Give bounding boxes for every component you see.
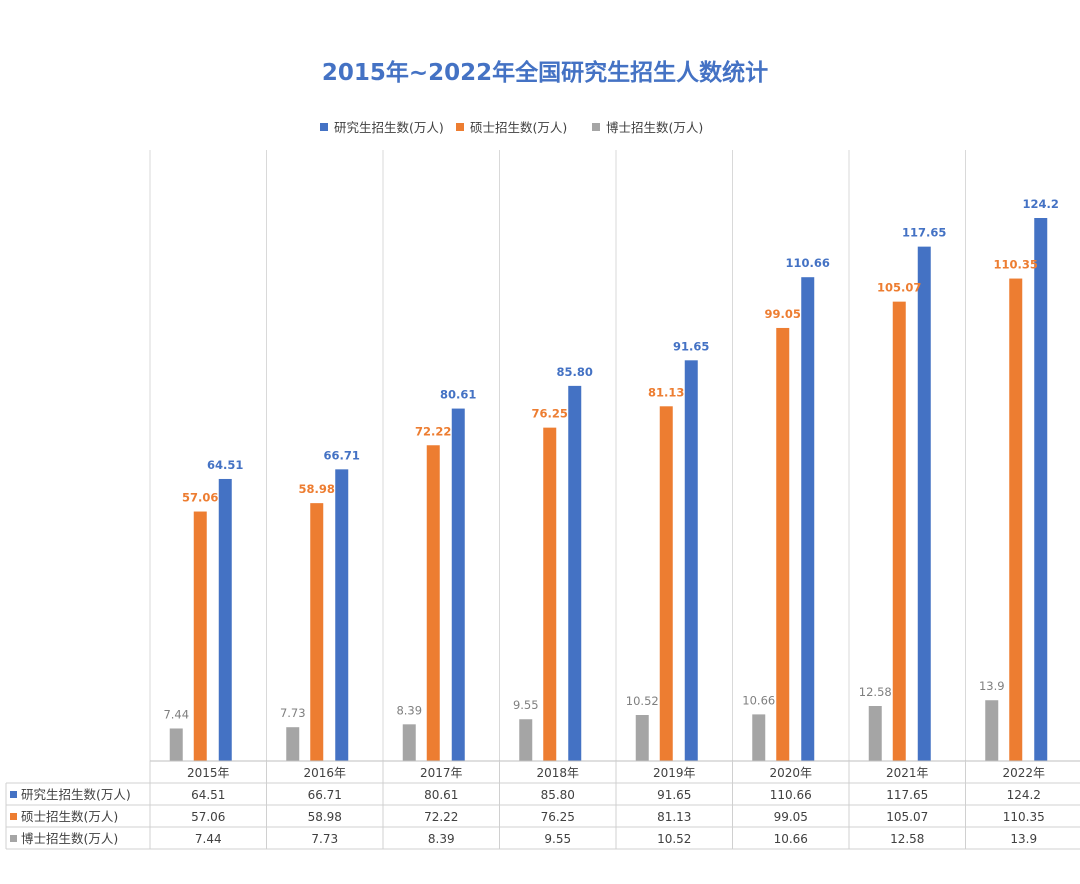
table-cell-0-1: 7.73 bbox=[311, 832, 338, 846]
table-cell-0-6: 12.58 bbox=[890, 832, 924, 846]
legend: 研究生招生数(万人) 硕士招生数(万人) 博士招生数(万人) bbox=[320, 120, 703, 135]
category-label-1: 2016年 bbox=[303, 766, 346, 780]
table-cell-2-5: 110.66 bbox=[770, 788, 812, 802]
data-label-0-2: 8.39 bbox=[396, 703, 422, 717]
bar-1-5 bbox=[776, 327, 790, 761]
table-cell-0-2: 8.39 bbox=[428, 832, 455, 846]
bar-2-4 bbox=[684, 360, 698, 761]
table-cell-1-6: 105.07 bbox=[886, 810, 928, 824]
bar-1-3 bbox=[543, 427, 557, 761]
bar-0-2 bbox=[402, 724, 416, 761]
table-cell-0-0: 7.44 bbox=[195, 832, 222, 846]
data-label-0-4: 10.52 bbox=[626, 694, 659, 708]
category-label-6: 2021年 bbox=[886, 766, 929, 780]
bar-1-2 bbox=[426, 445, 440, 761]
data-label-1-0: 57.06 bbox=[182, 491, 218, 505]
category-label-5: 2020年 bbox=[769, 766, 812, 780]
data-label-0-0: 7.44 bbox=[163, 707, 189, 721]
table-cell-1-5: 99.05 bbox=[774, 810, 808, 824]
category-gridlines bbox=[149, 150, 966, 761]
table-swatch-2 bbox=[10, 791, 17, 798]
bar-2-6 bbox=[917, 246, 931, 761]
data-label-0-1: 7.73 bbox=[280, 706, 306, 720]
data-labels: 7.44 7.73 8.39 9.55 10.52 10.66 12.58 13.9 57.06… bbox=[163, 197, 1059, 721]
bar-0-1 bbox=[286, 727, 300, 761]
bar-2-5 bbox=[801, 277, 815, 761]
table-cell-2-2: 80.61 bbox=[424, 788, 458, 802]
table-cell-0-5: 10.66 bbox=[774, 832, 808, 846]
table-cell-1-2: 72.22 bbox=[424, 810, 458, 824]
bar-1-1 bbox=[310, 503, 324, 761]
table-cell-1-0: 57.06 bbox=[191, 810, 225, 824]
data-label-1-6: 105.07 bbox=[877, 281, 921, 295]
data-label-0-3: 9.55 bbox=[513, 698, 539, 712]
bar-1-0 bbox=[193, 511, 207, 761]
data-label-1-7: 110.35 bbox=[994, 258, 1038, 272]
bar-2-0 bbox=[218, 478, 232, 761]
data-label-2-3: 85.80 bbox=[557, 365, 593, 379]
legend-label-1: 硕士招生数(万人) bbox=[470, 120, 567, 135]
bar-1-6 bbox=[892, 301, 906, 761]
data-label-0-6: 12.58 bbox=[859, 685, 892, 699]
bar-2-7 bbox=[1034, 218, 1048, 761]
table-swatch-0 bbox=[10, 835, 17, 842]
data-label-1-2: 72.22 bbox=[415, 424, 451, 438]
table-cell-1-3: 76.25 bbox=[541, 810, 575, 824]
legend-swatch-0 bbox=[592, 123, 600, 131]
bar-2-3 bbox=[568, 385, 582, 761]
data-label-0-5: 10.66 bbox=[742, 693, 775, 707]
bar-0-6 bbox=[868, 706, 882, 761]
table-swatch-1 bbox=[10, 813, 17, 820]
table-row-label-1: 硕士招生数(万人) bbox=[21, 809, 118, 824]
chart-title: 2015年~2022年全国研究生招生人数统计 bbox=[322, 59, 768, 86]
table-cell-2-6: 117.65 bbox=[886, 788, 928, 802]
table-cell-2-1: 66.71 bbox=[308, 788, 342, 802]
data-label-1-4: 81.13 bbox=[648, 385, 684, 399]
bar-2-1 bbox=[335, 469, 349, 761]
data-label-2-2: 80.61 bbox=[440, 388, 476, 402]
table-cell-2-3: 85.80 bbox=[541, 788, 575, 802]
bar-2-2 bbox=[451, 408, 465, 761]
table-cell-1-1: 58.98 bbox=[308, 810, 342, 824]
data-label-2-5: 110.66 bbox=[786, 256, 830, 270]
data-label-1-5: 99.05 bbox=[765, 307, 801, 321]
table-cell-2-4: 91.65 bbox=[657, 788, 691, 802]
table-cell-0-4: 10.52 bbox=[657, 832, 691, 846]
data-label-2-0: 64.51 bbox=[207, 458, 243, 472]
data-label-2-6: 117.65 bbox=[902, 226, 946, 240]
data-label-2-4: 91.65 bbox=[673, 339, 709, 353]
category-label-3: 2018年 bbox=[536, 766, 579, 780]
legend-swatch-1 bbox=[456, 123, 464, 131]
table-cell-2-7: 124.2 bbox=[1007, 788, 1041, 802]
data-label-2-7: 124.2 bbox=[1023, 197, 1059, 211]
bar-0-3 bbox=[519, 719, 533, 761]
table-row-label-2: 研究生招生数(万人) bbox=[21, 787, 131, 802]
data-label-1-3: 76.25 bbox=[532, 407, 568, 421]
data-label-2-1: 66.71 bbox=[324, 448, 360, 462]
table-cell-2-0: 64.51 bbox=[191, 788, 225, 802]
legend-label-2: 研究生招生数(万人) bbox=[334, 120, 444, 135]
bar-0-7 bbox=[985, 700, 999, 761]
table-cell-0-7: 13.9 bbox=[1010, 832, 1037, 846]
bars bbox=[169, 218, 1048, 761]
bar-0-5 bbox=[752, 714, 766, 761]
category-label-7: 2022年 bbox=[1002, 766, 1045, 780]
bar-1-7 bbox=[1009, 278, 1023, 761]
category-label-4: 2019年 bbox=[653, 766, 696, 780]
data-label-0-7: 13.9 bbox=[979, 679, 1005, 693]
table-cell-1-4: 81.13 bbox=[657, 810, 691, 824]
bar-1-4 bbox=[659, 406, 673, 761]
bar-0-4 bbox=[635, 715, 649, 761]
table-row-label-0: 博士招生数(万人) bbox=[21, 831, 118, 846]
legend-swatch-2 bbox=[320, 123, 328, 131]
bar-0-0 bbox=[169, 728, 183, 761]
legend-label-0: 博士招生数(万人) bbox=[606, 120, 703, 135]
table-cell-0-3: 9.55 bbox=[544, 832, 571, 846]
category-label-2: 2017年 bbox=[420, 766, 463, 780]
category-label-0: 2015年 bbox=[187, 766, 230, 780]
data-label-1-1: 58.98 bbox=[299, 482, 335, 496]
table-cell-1-7: 110.35 bbox=[1003, 810, 1045, 824]
data-table: 2015年 2016年 2017年 2018年 2019年 2020年 2021年 2022年… bbox=[5, 760, 1080, 850]
